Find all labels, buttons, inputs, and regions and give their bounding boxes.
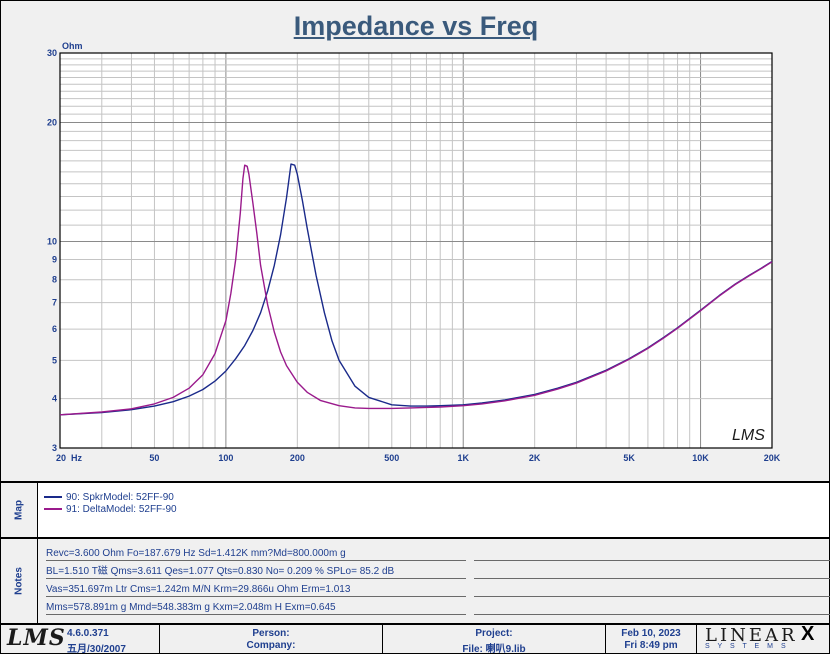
footer-version-cell: LMS 4.6.0.371 五月/30/2007 (1, 625, 160, 655)
plot-area (60, 53, 772, 448)
y-axis-label: Ohm (62, 41, 83, 51)
note-line-3[interactable]: Vas=351.697m Ltr Cms=1.242m M/N Krm=29.8… (46, 584, 466, 597)
version-text: 4.6.0.371 (67, 628, 109, 639)
map-legend: 90: SpkrModel: 52FF-90 91: DeltaModel: 5… (37, 483, 829, 537)
note-line-4[interactable]: Mms=578.891m g Mmd=548.383m g Kxm=2.048m… (46, 602, 466, 615)
legend-item-91: 91: DeltaModel: 52FF-90 (44, 503, 177, 515)
series-line-91 (59, 164, 773, 416)
note-line-3-right[interactable] (474, 584, 830, 597)
note-line-2[interactable]: BL=1.510 T磁 Qms=3.611 Qes=1.077 Qts=0.83… (46, 566, 466, 579)
y-tick-label: 3 (52, 443, 57, 453)
footer-project-cell: Project: File: 喇叭9.lib (383, 625, 606, 655)
note-line-4-right[interactable] (474, 602, 830, 615)
x-tick-label: 2K (529, 453, 541, 463)
map-panel: Map 90: SpkrModel: 52FF-90 91: DeltaMode… (1, 483, 829, 539)
lms-watermark: LMS (732, 427, 765, 444)
brand-subtitle: S Y S T E M S (705, 643, 789, 650)
footer-person-cell: Person: Company: (160, 625, 383, 653)
legend-label-91: 91: DeltaModel: 52FF-90 (66, 503, 177, 515)
lms-logo: LMS (7, 625, 66, 651)
time-text: Fri 8:49 pm (624, 640, 678, 651)
date-text: Feb 10, 2023 (621, 628, 681, 639)
notes-area: Revc=3.600 Ohm Fo=187.679 Hz Sd=1.412K m… (37, 539, 830, 623)
file-label: File: 喇叭9.lib (462, 644, 526, 655)
x-tick-label: 500 (384, 453, 399, 463)
note-line-1-right[interactable] (474, 548, 830, 561)
notes-side-label: Notes (1, 539, 38, 623)
legend-swatch-90 (44, 496, 62, 498)
legend-swatch-91 (44, 508, 62, 510)
chart-panel: Impedance vs Freq 3 4 5 6 7 8 9 10 20 30 Ohm 20 50 10… (1, 1, 829, 483)
y-tick-label: 30 (47, 48, 57, 58)
plot-border (59, 52, 773, 449)
project-label: Project: (475, 628, 513, 639)
y-tick-label: 20 (47, 118, 57, 128)
x-axis-label: Hz (71, 453, 82, 463)
notes-panel: Notes Revc=3.600 Ohm Fo=187.679 Hz Sd=1.… (1, 539, 830, 625)
y-tick-label: 5 (52, 355, 57, 365)
impedance-chart: 3 4 5 6 7 8 9 10 20 30 Ohm 20 50 100 200 500 1K 2K 5K 10K 20… (47, 41, 781, 463)
y-tick-label: 8 (52, 275, 57, 285)
x-tick-label: 10K (692, 453, 709, 463)
note-line-1[interactable]: Revc=3.600 Ohm Fo=187.679 Hz Sd=1.412K m… (46, 548, 466, 561)
y-tick-label: 6 (52, 324, 57, 334)
brand-text: LINEAR (705, 625, 798, 646)
footer-date-cell: Feb 10, 2023 Fri 8:49 pm (606, 625, 697, 653)
x-tick-label: 20 (56, 453, 66, 463)
legend-label-90: 90: SpkrModel: 52FF-90 (66, 491, 174, 503)
x-tick-label: 100 (218, 453, 233, 463)
company-label: Company: (246, 640, 296, 651)
chart-title: Impedance vs Freq (293, 11, 539, 41)
x-tick-label: 200 (290, 453, 305, 463)
y-tick-label: 7 (52, 298, 57, 308)
note-line-2-right[interactable] (474, 566, 830, 579)
legend-item-90: 90: SpkrModel: 52FF-90 (44, 491, 174, 503)
y-tick-label: 4 (52, 394, 57, 404)
linearx-logo: LINEAR X S Y S T E M S (697, 623, 829, 653)
brand-x-icon: X (801, 623, 815, 645)
y-tick-label: 9 (52, 255, 57, 265)
build-date-text: 五月/30/2007 (67, 644, 126, 655)
y-tick-label: 10 (47, 236, 57, 246)
x-tick-label: 5K (623, 453, 635, 463)
footer-bar: LMS 4.6.0.371 五月/30/2007 Person: Company… (1, 623, 829, 655)
x-tick-label: 50 (149, 453, 159, 463)
x-tick-label: 20K (764, 453, 781, 463)
x-tick-label: 1K (457, 453, 469, 463)
map-side-label: Map (1, 483, 38, 537)
person-label: Person: (252, 628, 290, 639)
